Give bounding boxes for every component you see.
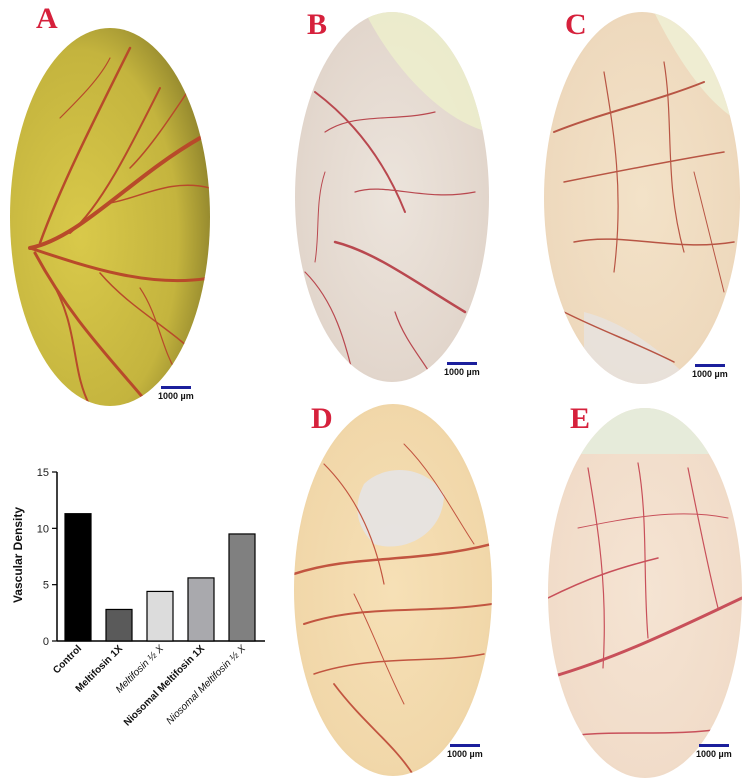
bar: [64, 513, 92, 642]
egg-image-a: [10, 28, 210, 406]
scale-bar-line: [449, 744, 480, 747]
egg-image-b: [295, 12, 489, 382]
egg-image-d: [294, 404, 492, 776]
category-label: Control: [51, 643, 84, 676]
bar: [228, 533, 256, 642]
y-tick-label: 10: [37, 523, 49, 535]
category-label: Niosomal Meltifosin 1X: [122, 643, 207, 728]
scale-bar-line: [698, 744, 729, 747]
egg-e-svg: [548, 408, 742, 778]
scale-bar-label: 1000 µm: [696, 749, 732, 759]
scale-bar-line: [694, 364, 725, 367]
bar: [187, 577, 215, 642]
chart-bars: [64, 513, 256, 642]
chart-axes: 0 5 10 15: [37, 467, 265, 648]
panel-label-c: C: [565, 8, 587, 41]
y-tick-label: 5: [43, 580, 49, 592]
egg-b-svg: [295, 12, 489, 382]
scale-bar-d: 1000 µm: [447, 744, 483, 759]
panel-label-e: E: [570, 402, 591, 435]
scale-bar-c: 1000 µm: [692, 364, 728, 379]
scale-bar-line: [446, 362, 477, 365]
egg-c-svg: [544, 12, 740, 384]
scale-bar-label: 1000 µm: [692, 369, 728, 379]
egg-a-svg: [10, 28, 210, 406]
scale-bar-label: 1000 µm: [447, 749, 483, 759]
scale-bar-b: 1000 µm: [444, 362, 480, 377]
y-axis-label: Vascular Density: [11, 507, 25, 603]
egg-d-svg: [294, 404, 492, 776]
vascular-density-chart: Vascular Density 0 5 10 15 ControlMeltifosi…: [11, 467, 265, 729]
bar: [105, 608, 133, 642]
panel-label-b: B: [307, 8, 328, 41]
egg-image-e: [548, 408, 742, 778]
scale-bar-a: 1000 µm: [158, 386, 194, 401]
egg-image-c: [544, 12, 740, 384]
scale-bar-label: 1000 µm: [444, 367, 480, 377]
panel-label-a: A: [36, 2, 58, 35]
category-label: Niosomal Meltifosin ½ X: [164, 643, 248, 727]
scale-bar-line: [160, 386, 191, 389]
scale-bar-e: 1000 µm: [696, 744, 732, 759]
y-tick-label: 0: [43, 636, 49, 648]
y-tick-label: 15: [37, 467, 49, 479]
panel-label-d: D: [311, 402, 333, 435]
scale-bar-label: 1000 µm: [158, 391, 194, 401]
bar: [146, 590, 174, 642]
